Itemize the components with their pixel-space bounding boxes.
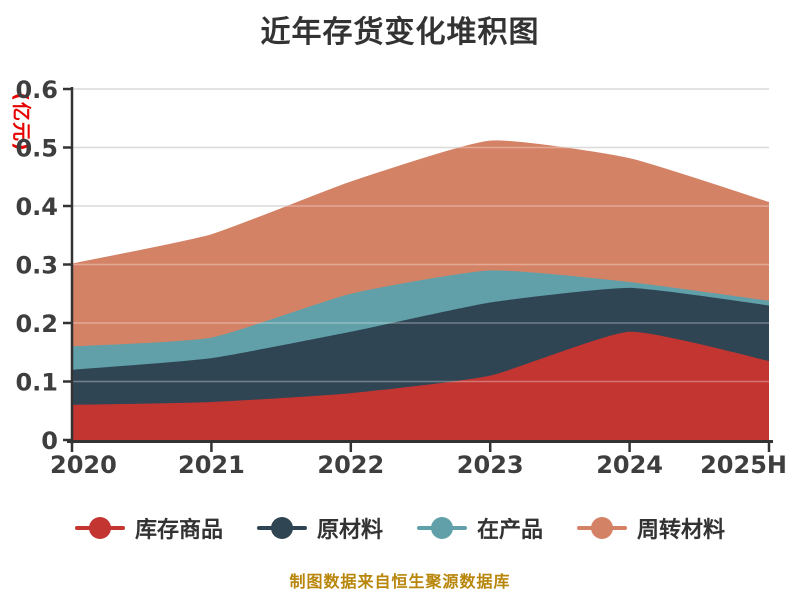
y-axis-label: 0.5 [15, 135, 58, 163]
y-axis-label: 0.4 [15, 193, 58, 221]
legend-dot [270, 517, 293, 539]
legend-line-circle-icon [74, 517, 125, 539]
x-axis-label: 2024 [596, 451, 663, 479]
legend-dot [591, 517, 614, 539]
legend-line-circle-icon [417, 517, 467, 539]
legend-item-2[interactable]: 在产品 [417, 512, 543, 544]
legend-line-circle-icon [577, 517, 628, 539]
series-area-3[interactable] [72, 141, 769, 347]
y-axis-label: 0 [41, 427, 58, 455]
legend-label: 周转材料 [637, 518, 726, 543]
legend-label: 在产品 [477, 518, 544, 543]
legend-dot [431, 517, 453, 539]
y-axis-label: 0.6 [15, 76, 58, 104]
legend-item-3[interactable]: 周转材料 [577, 512, 725, 544]
series-area-1[interactable] [72, 287, 769, 405]
y-axis-label: 0.1 [15, 369, 58, 397]
data-source-note: 制图数据来自恒生聚源数据库 [289, 572, 511, 591]
x-axis-label: 2022 [317, 451, 384, 479]
chart-title: 近年存货变化堆积图 [260, 15, 540, 50]
legend-item-1[interactable]: 原材料 [256, 512, 383, 544]
y-axis-label: 0.3 [15, 252, 58, 280]
legend-label: 库存商品 [134, 518, 223, 543]
legend: 库存商品 原材料 在产品 周转材料 [0, 512, 800, 544]
x-axis-label: 2025H [700, 451, 787, 479]
legend-dot [88, 517, 111, 539]
y-axis-label: 0.2 [15, 310, 58, 338]
x-axis-label: 2023 [457, 451, 524, 479]
series-line-3 [71, 140, 770, 266]
x-axis-label: 2021 [178, 451, 245, 479]
legend-label: 原材料 [316, 518, 383, 543]
legend-item-0[interactable]: 库存商品 [74, 512, 223, 544]
x-axis-label: 2020 [50, 451, 117, 479]
legend-line-circle-icon [256, 517, 307, 539]
series-area-2[interactable] [72, 270, 769, 370]
